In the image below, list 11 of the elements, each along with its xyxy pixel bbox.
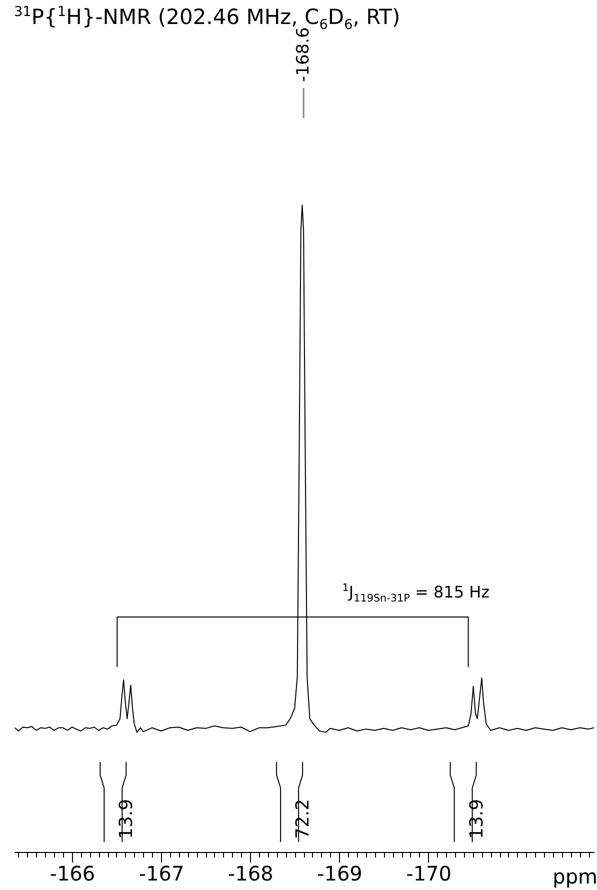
annotation: $^{1}$J$_{119Sn-31P}$ = 815 Hz — [342, 582, 490, 605]
annotation: 72.2 — [292, 798, 314, 839]
x-tick-label: -169 — [316, 862, 362, 886]
annotation: 13.9 — [116, 798, 138, 839]
x-tick-label: -170 — [406, 862, 452, 886]
x-tick-label: -166 — [50, 862, 96, 886]
annotation: 13.9 — [466, 798, 488, 839]
x-tick-label: -168 — [228, 862, 274, 886]
x-axis-title: ppm — [552, 864, 597, 888]
annotation: -168.6 — [294, 27, 314, 82]
x-tick-label: -167 — [138, 862, 184, 886]
